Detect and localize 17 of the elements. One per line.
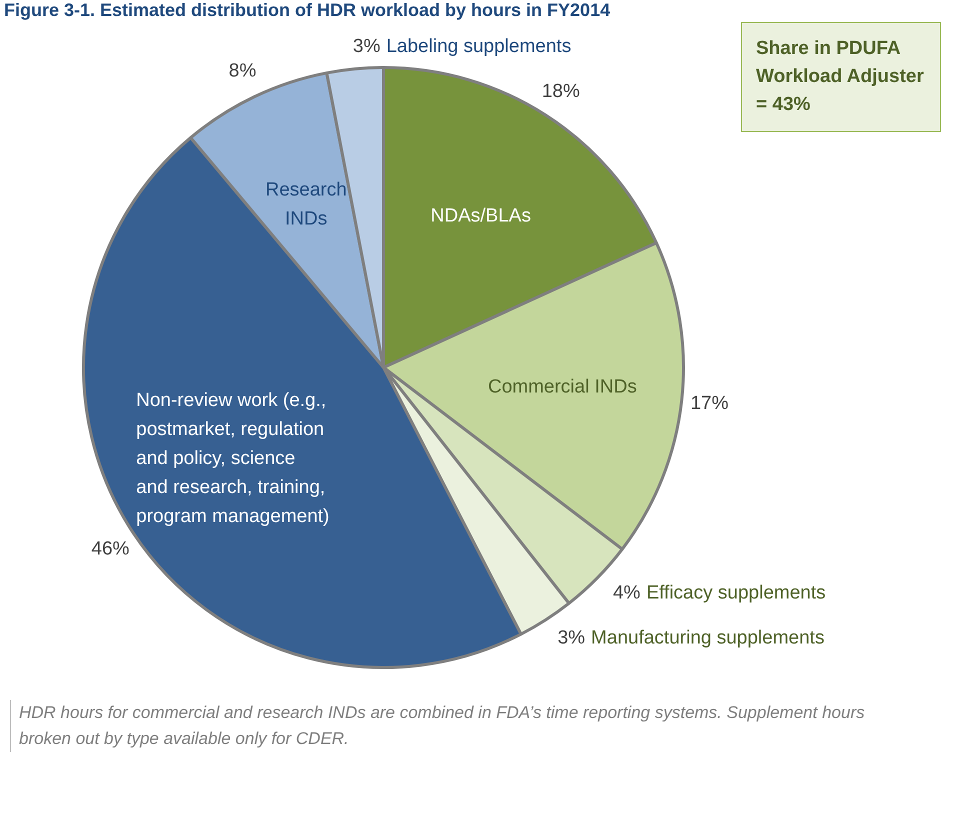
text: HDR hours for commercial and research INDs are combined in FDA’s time reporting systems. Supplement hours broken out by type available only for CDER. [10, 700, 899, 752]
slice-label: Research INDs [265, 180, 347, 230]
data-label: 46% [91, 538, 130, 560]
data-label: 18% [542, 80, 580, 102]
slice-label: Manufacturing supplements [591, 628, 824, 649]
slice-label: Labeling supplements [386, 36, 572, 58]
slice-label: Commercial INDs [488, 376, 637, 398]
data-label: 8% [228, 60, 256, 82]
text: Share in PDUFA Workload Adjuster = 43% [741, 22, 941, 132]
chart-title: Figure 3-1. Estimated distribution of HDR workload by hours in FY2014 [4, 0, 610, 21]
slice-label: Non-review work (e.g., postmarket, regulation and policy, science and research, training, program management) [136, 390, 330, 528]
data-label: 4% [612, 582, 641, 604]
slice-label: Efficacy supplements [646, 582, 826, 604]
data-label: 3% [352, 36, 380, 58]
data-label: 3% [558, 628, 586, 649]
slice-label: NDAs/BLAs [430, 205, 531, 226]
data-label: 17% [690, 393, 729, 414]
